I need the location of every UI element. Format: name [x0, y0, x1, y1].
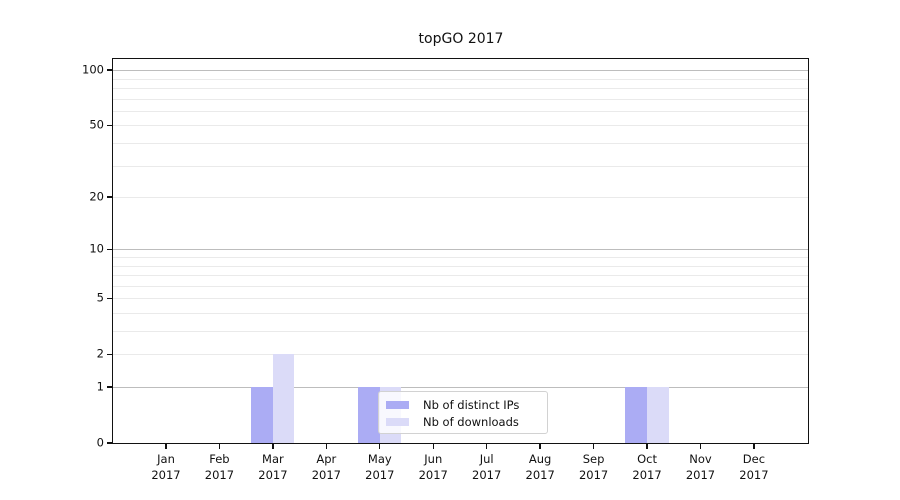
- minor-gridline: [113, 331, 809, 333]
- minor-gridline: [113, 110, 809, 112]
- x-axis-tick-label: Feb 2017: [204, 452, 235, 482]
- x-axis-tick: [325, 444, 328, 449]
- minor-gridline: [113, 88, 809, 90]
- major-gridline: [113, 249, 809, 251]
- bar-ips-mar-2017: [251, 387, 273, 443]
- x-axis-tick-label: Jul 2017: [472, 452, 502, 482]
- x-axis-tick: [165, 444, 167, 449]
- x-axis-tick: [539, 444, 541, 449]
- x-axis-tick-label: May 2017: [365, 452, 395, 482]
- bar-downloads-oct-2017: [647, 387, 669, 443]
- minor-gridline: [113, 165, 809, 167]
- minor-gridline: [113, 298, 809, 300]
- x-axis-tick-label: Apr 2017: [311, 452, 341, 482]
- x-axis-tick-label: Jan 2017: [151, 452, 181, 482]
- x-axis-tick-label: Sep 2017: [578, 452, 609, 482]
- x-axis-tick: [379, 444, 381, 449]
- y-axis-tick: [107, 196, 112, 198]
- minor-gridline: [113, 257, 809, 258]
- x-axis-tick: [699, 444, 702, 449]
- y-axis-tick-label: 20: [89, 189, 104, 204]
- minor-gridline: [113, 354, 809, 356]
- legend-swatch-downloads-icon: [386, 417, 409, 426]
- major-gridline: [113, 70, 809, 72]
- y-axis-tick: [107, 69, 112, 71]
- x-axis-tick-label: Jun 2017: [418, 452, 448, 482]
- y-axis-tick: [107, 386, 112, 388]
- minor-gridline: [113, 197, 809, 199]
- legend: Nb of distinct IPs Nb of downloads: [378, 391, 548, 434]
- y-axis-tick: [107, 297, 112, 299]
- x-axis-tick: [646, 444, 648, 449]
- y-axis-tick-label: 100: [82, 62, 104, 77]
- y-axis-tick: [107, 248, 112, 250]
- minor-gridline: [113, 312, 809, 314]
- x-axis-tick: [272, 444, 274, 449]
- minor-gridline: [113, 125, 809, 127]
- x-axis-tick-label: Nov 2017: [685, 452, 716, 482]
- legend-item-downloads: Nb of downloads: [386, 414, 539, 429]
- x-axis-tick: [218, 444, 221, 449]
- x-axis-tick: [432, 444, 434, 449]
- major-gridline: [113, 387, 809, 388]
- x-axis-tick: [592, 444, 595, 449]
- y-axis-tick-label: 1: [96, 379, 104, 394]
- bar-downloads-mar-2017: [272, 354, 295, 443]
- x-axis-tick-label: Dec 2017: [739, 452, 769, 482]
- y-axis-tick: [107, 353, 112, 355]
- legend-label-distinct-ips: Nb of distinct IPs: [423, 397, 520, 412]
- minor-gridline: [113, 275, 809, 277]
- x-axis-tick-label: Aug 2017: [525, 452, 555, 482]
- legend-label-downloads: Nb of downloads: [423, 414, 519, 429]
- y-axis-tick: [107, 124, 112, 127]
- y-axis-tick-label: 0: [96, 435, 104, 450]
- y-axis-tick: [107, 442, 112, 444]
- chart-title: topGO 2017: [418, 31, 504, 47]
- x-axis-tick: [486, 444, 488, 449]
- minor-gridline: [113, 265, 809, 267]
- y-axis-tick-label: 5: [96, 290, 104, 305]
- x-axis-tick: [753, 444, 755, 449]
- minor-gridline: [113, 143, 809, 145]
- minor-gridline: [113, 98, 809, 100]
- y-axis-tick-label: 2: [96, 346, 104, 361]
- minor-gridline: [113, 285, 809, 287]
- legend-item-distinct-ips: Nb of distinct IPs: [386, 397, 539, 412]
- minor-gridline: [113, 78, 809, 80]
- bar-ips-oct-2017: [625, 387, 648, 443]
- legend-swatch-distinct-ips-icon: [386, 400, 409, 409]
- bar-ips-may-2017: [358, 387, 380, 443]
- x-axis-tick-label: Mar 2017: [258, 452, 288, 482]
- x-axis-tick-label: Oct 2017: [632, 452, 662, 482]
- y-axis-tick-label: 10: [89, 241, 104, 256]
- y-axis-tick-label: 50: [89, 117, 104, 132]
